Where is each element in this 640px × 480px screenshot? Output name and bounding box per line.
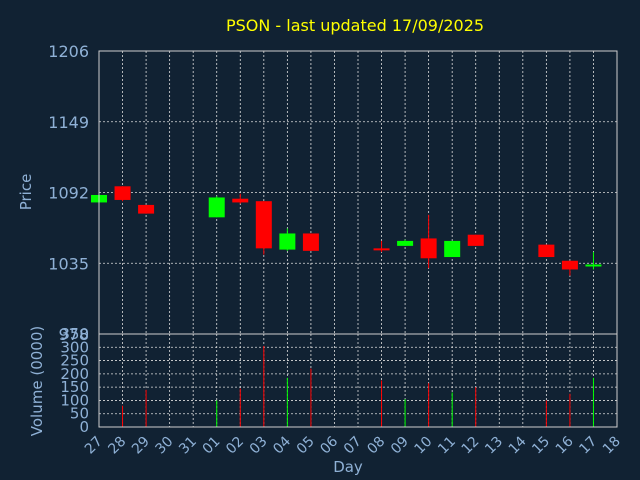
- candle-body: [255, 201, 272, 249]
- price-axis-ticks: 1206 1149 1092 1035 978: [48, 42, 89, 344]
- candle-body: [538, 244, 555, 258]
- volume-bars: [122, 345, 594, 427]
- volume-tick-label: 50: [70, 405, 89, 423]
- candle-body: [208, 197, 225, 218]
- price-gridlines: [98, 50, 618, 335]
- candle-body: [232, 198, 249, 203]
- volume-tick-label: 300: [60, 338, 89, 356]
- candle-body: [420, 238, 437, 259]
- chart-title: PSON - last updated 17/09/2025: [226, 16, 484, 35]
- volume-tick-label: 350: [60, 325, 89, 343]
- candle-body: [585, 264, 602, 267]
- candle-body: [114, 186, 131, 200]
- candle-body: [373, 248, 390, 251]
- candle-body: [302, 233, 319, 251]
- volume-tick-label: 250: [60, 352, 89, 370]
- volume-axis-label: Volume (0000): [28, 326, 46, 436]
- price-tick-label: 1092: [48, 184, 89, 203]
- price-candles: [91, 186, 602, 276]
- volume-tick-label: 100: [60, 391, 89, 409]
- price-tick-label: 978: [58, 325, 89, 344]
- x-axis-label: Day: [333, 458, 363, 476]
- candle-body: [279, 233, 296, 250]
- price-tick-label: 1149: [48, 113, 89, 132]
- volume-tick-label: 200: [60, 365, 89, 383]
- x-axis-ticks: 27 28 29 30 31 01 02 03 04 05 06 07 08 09 10 11 12 13 14 15…: [82, 433, 624, 457]
- candle-body: [467, 234, 484, 246]
- price-tick-label: 1035: [48, 254, 89, 273]
- volume-panel-frame: [98, 333, 618, 428]
- price-tick-label: 1206: [48, 42, 89, 61]
- candle-body: [444, 240, 461, 258]
- candle-body: [397, 240, 414, 246]
- candle-body: [138, 204, 155, 214]
- volume-tick-label: 150: [60, 378, 89, 396]
- volume-tick-label: 0: [79, 418, 89, 436]
- price-axis-label: Price: [17, 174, 35, 211]
- candle-body: [561, 260, 578, 270]
